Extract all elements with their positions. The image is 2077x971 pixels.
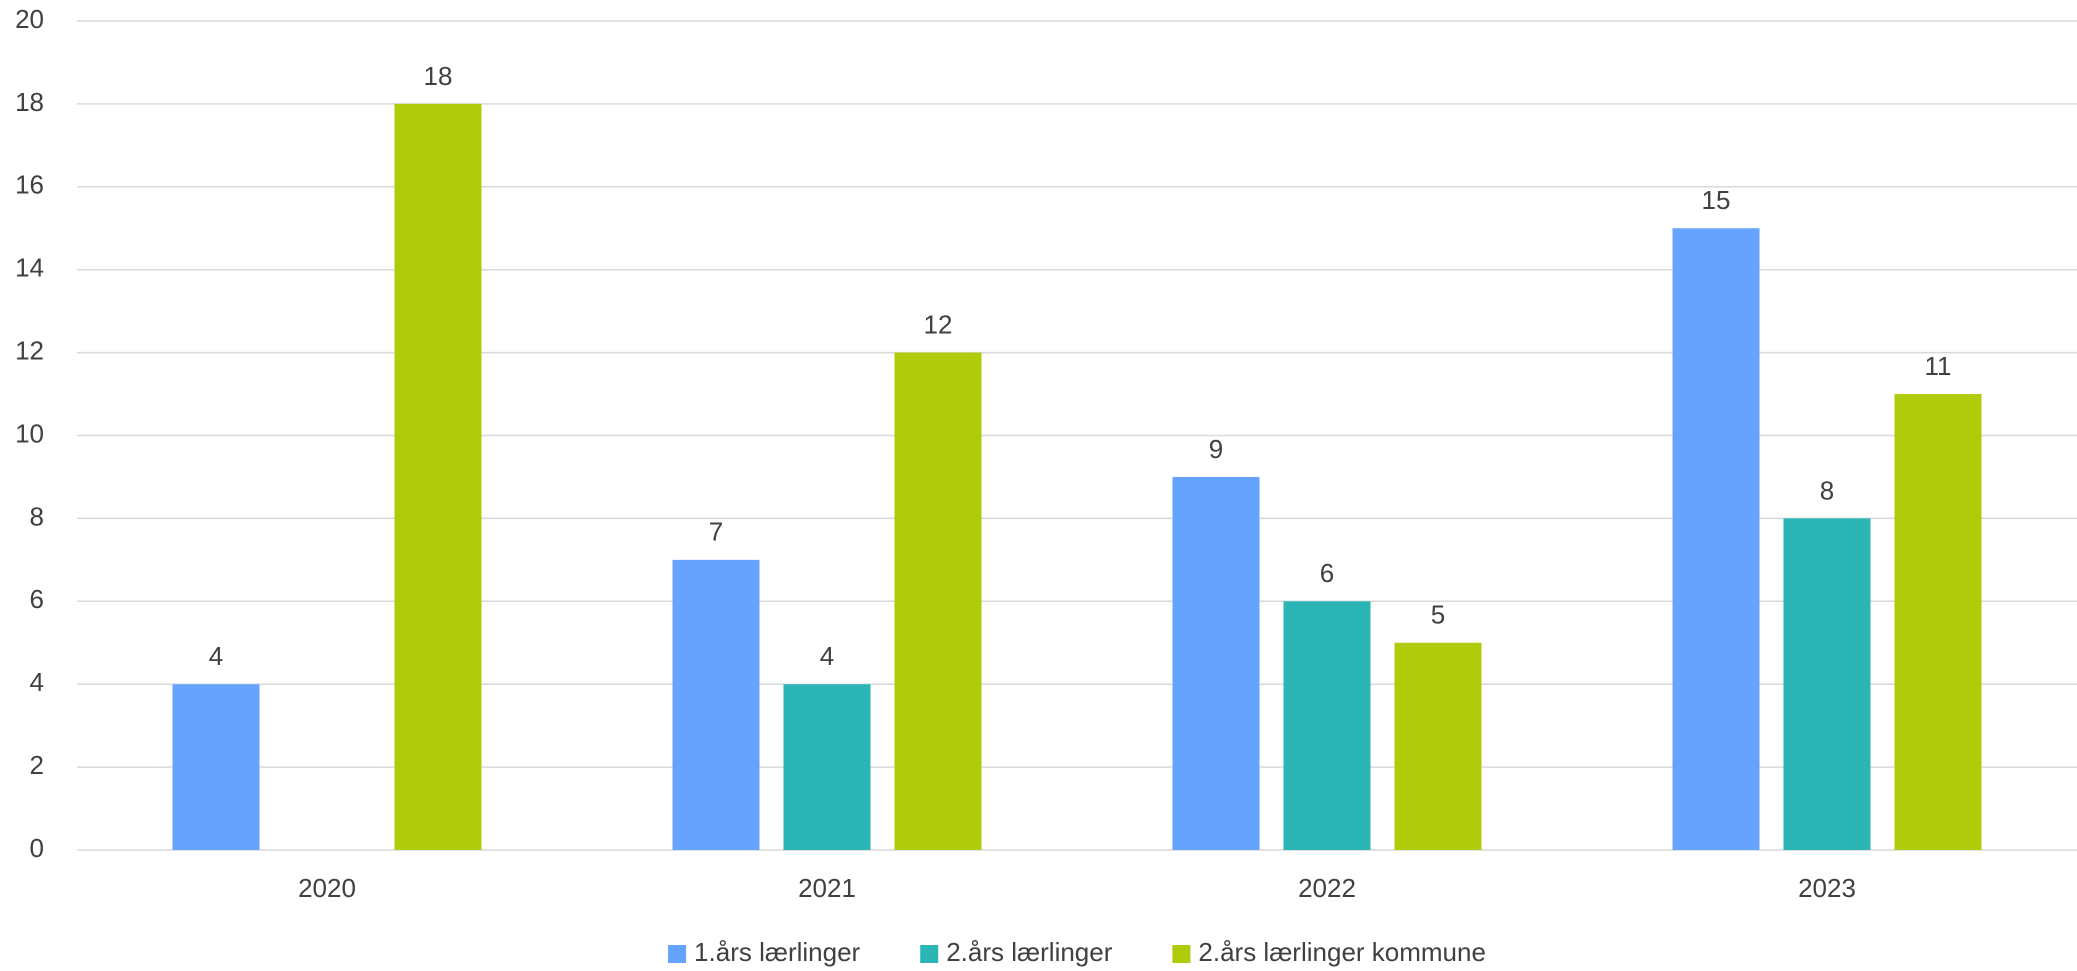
data-label: 12: [924, 309, 953, 339]
y-tick-label: 10: [15, 418, 44, 448]
data-label: 4: [209, 641, 223, 671]
y-tick-label: 0: [30, 833, 44, 863]
x-tick-label: 2023: [1798, 873, 1856, 903]
bar: [1672, 228, 1760, 850]
x-tick-label: 2022: [1298, 873, 1356, 903]
data-label: 5: [1431, 600, 1445, 630]
y-tick-label: 6: [30, 584, 44, 614]
data-label: 7: [709, 517, 723, 547]
bar: [894, 352, 982, 850]
bar: [1783, 518, 1871, 850]
bar: [672, 559, 760, 850]
bar: [1894, 394, 1982, 850]
data-label: 8: [1820, 475, 1834, 505]
bar: [783, 684, 871, 850]
data-label: 9: [1209, 434, 1223, 464]
data-label: 15: [1702, 185, 1731, 215]
y-tick-label: 18: [15, 87, 44, 117]
y-tick-label: 2: [30, 750, 44, 780]
legend-swatch: [1172, 945, 1191, 963]
x-tick-label: 2020: [298, 873, 356, 903]
legend-swatch: [920, 945, 939, 963]
data-label: 18: [424, 61, 453, 91]
legend-label: 2.års lærlinger kommune: [1198, 937, 1486, 967]
y-tick-label: 16: [15, 170, 44, 200]
bar: [1172, 476, 1260, 850]
y-tick-label: 4: [30, 667, 44, 697]
y-tick-label: 20: [15, 4, 44, 34]
y-tick-label: 12: [15, 335, 44, 365]
bar: [1394, 642, 1482, 850]
legend-label: 1.års lærlinger: [694, 937, 861, 967]
y-tick-label: 14: [15, 253, 44, 283]
x-tick-label: 2021: [798, 873, 856, 903]
legend-label: 2.års lærlinger: [946, 937, 1113, 967]
y-tick-label: 8: [30, 501, 44, 531]
bar: [172, 684, 260, 850]
data-label: 11: [1925, 351, 1952, 381]
bar: [394, 103, 482, 850]
data-label: 6: [1320, 558, 1334, 588]
bar: [1283, 601, 1371, 850]
data-label: 4: [820, 641, 834, 671]
legend-swatch: [668, 945, 687, 963]
